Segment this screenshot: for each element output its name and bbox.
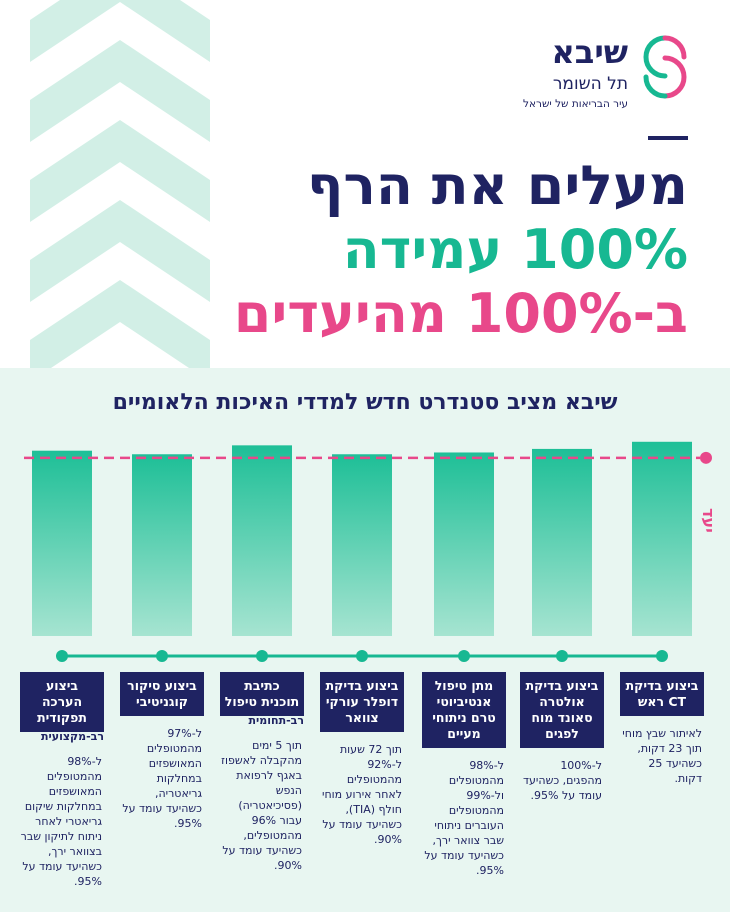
headline-line-2: 100% עמידה bbox=[342, 218, 688, 281]
bar-1 bbox=[632, 441, 692, 636]
goal-marker bbox=[700, 451, 712, 464]
timeline-dot-5 bbox=[256, 650, 268, 662]
logo-name: שיבא bbox=[551, 33, 629, 71]
category-description: ל-100% מהפגים, כשהיעד עומד על 95%. bbox=[523, 759, 602, 802]
category-3: מתן טיפול אנטיביוטי טרם ניתוחי מעיים ל-98… bbox=[422, 672, 506, 878]
bar-6 bbox=[132, 454, 192, 636]
category-description: ל-98% מהמטופלים ול-99% מהמטופלים העוברים… bbox=[424, 759, 504, 877]
bar-3 bbox=[434, 452, 494, 636]
bar-5 bbox=[232, 445, 292, 636]
top-section: שיבא תל השומר עיר הבריאות של ישראל מעלים… bbox=[0, 0, 730, 368]
bar-chart bbox=[24, 441, 712, 662]
bar-2 bbox=[532, 448, 592, 636]
category-title: כתיבת תוכנית טיפול bbox=[220, 672, 304, 716]
bar-7 bbox=[32, 450, 92, 636]
timeline-dot-6 bbox=[156, 650, 168, 662]
chevron-pattern bbox=[30, 0, 210, 368]
category-2: ביצוע בדיקת אולטרה סאונד מוח לפגים ל-100%… bbox=[520, 672, 604, 803]
sheba-logo-icon bbox=[643, 35, 687, 99]
goal-label: יעד bbox=[699, 507, 718, 533]
category-title: ביצוע בדיקת אולטרה סאונד מוח לפגים bbox=[520, 672, 604, 748]
category-description: לאיתור שבץ מוחי תוך 23 דקות, כשהיעד 25 ד… bbox=[622, 727, 702, 785]
title-dash bbox=[648, 136, 688, 140]
category-title: ביצוע בדיקת דופלר עורקי צוואר bbox=[320, 672, 404, 732]
timeline-dot-4 bbox=[356, 650, 368, 662]
category-description: תוך 5 ימים מהקבלה לאשפוז באגף לרפואת הנפ… bbox=[221, 739, 302, 872]
category-title: ביצוע סיקור קוגניטיבי bbox=[120, 672, 204, 716]
headline-line-3: ב-100% מהיעדים bbox=[233, 282, 688, 345]
category-subtitle: רב-תחומית bbox=[248, 714, 304, 727]
headline-line-1: מעלים את הרף bbox=[306, 154, 688, 217]
category-title: ביצוע הערכה תפקודית bbox=[20, 672, 104, 732]
bar-4 bbox=[332, 454, 392, 636]
timeline-dot-3 bbox=[458, 650, 470, 662]
chart-subtitle: שיבא מציב סטנדרט חדש למדדי האיכות הלאומי… bbox=[112, 390, 618, 415]
logo-subtitle: תל השומר bbox=[552, 74, 628, 94]
sheba-logo: שיבא תל השומר עיר הבריאות של ישראל bbox=[390, 24, 690, 110]
category-5: כתיבת תוכנית טיפול רב-תחומית תוך 5 ימים מה… bbox=[220, 672, 304, 873]
category-1: ביצוע בדיקת CT ראש לאיתור שבץ מוחי תוך 23… bbox=[620, 672, 704, 786]
category-description: תוך 72 שעות ל-92% מהמטופלים לאחר אירוע מ… bbox=[321, 743, 402, 846]
category-4: ביצוע בדיקת דופלר עורקי צוואר תוך 72 שעות… bbox=[320, 672, 404, 847]
timeline-dot-2 bbox=[556, 650, 568, 662]
logo-tagline: עיר הבריאות של ישראל bbox=[523, 98, 628, 110]
timeline-dot-7 bbox=[56, 650, 68, 662]
category-6: ביצוע סיקור קוגניטיבי ל-97% מהמטופלים המא… bbox=[120, 672, 204, 831]
timeline-dot-1 bbox=[656, 650, 668, 662]
category-subtitle: רב-מקצועית bbox=[41, 730, 104, 743]
category-7: ביצוע הערכה תפקודית רב-מקצועית ל-98% מהמטו… bbox=[20, 672, 104, 889]
category-description: ל-98% מהמטופלים המאושפזים במחלקות שיקום … bbox=[20, 755, 102, 888]
category-title: ביצוע בדיקת CT ראש bbox=[620, 672, 704, 716]
category-title: מתן טיפול אנטיביוטי טרם ניתוחי מעיים bbox=[422, 672, 506, 748]
category-description: ל-97% מהמטופלים המאושפזים במחלקות גריאטר… bbox=[122, 727, 202, 830]
